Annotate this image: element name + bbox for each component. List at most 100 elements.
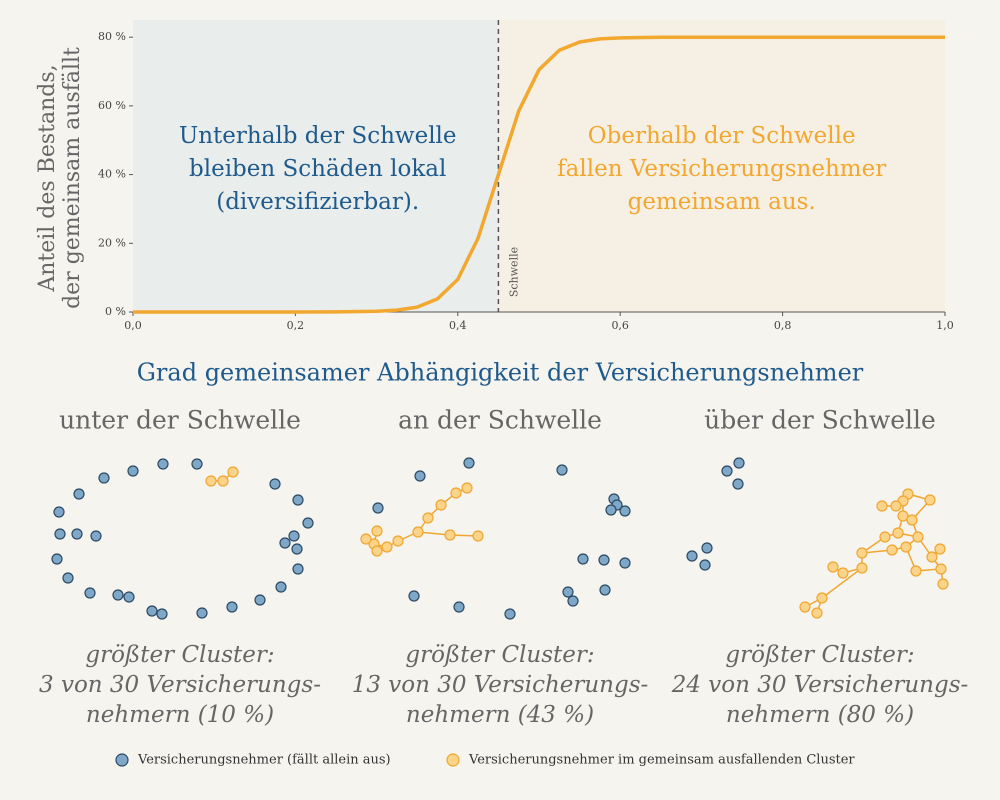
node-single	[619, 505, 631, 517]
panel-caption: größter Cluster:	[405, 642, 594, 668]
node-cluster	[435, 499, 447, 511]
node-single	[112, 589, 124, 601]
node-cluster	[912, 531, 924, 543]
node-cluster	[837, 567, 849, 579]
node-cluster	[934, 543, 946, 555]
node-single	[605, 504, 617, 516]
node-single	[196, 607, 208, 619]
node-cluster	[444, 529, 456, 541]
x-tick-label: 0,8	[774, 319, 792, 332]
curve	[133, 35, 945, 314]
node-cluster	[412, 526, 424, 538]
node-cluster	[910, 565, 922, 577]
node-single	[73, 488, 85, 500]
node-single	[733, 457, 745, 469]
node-cluster	[890, 500, 902, 512]
annotation: (diversifizierbar).	[216, 189, 419, 215]
node-cluster	[371, 525, 383, 537]
node-cluster	[897, 510, 909, 522]
panel-caption: 13 von 30 Versicherungs-	[352, 672, 649, 698]
node-cluster	[371, 545, 383, 557]
node-cluster	[799, 601, 811, 613]
node-single	[414, 470, 426, 482]
legend-marker	[446, 753, 460, 767]
panel-caption: größter Cluster:	[725, 642, 914, 668]
node-cluster	[900, 541, 912, 553]
node-cluster	[856, 562, 868, 574]
node-cluster	[935, 563, 947, 575]
node-single	[292, 563, 304, 575]
panel-caption: nehmern (10 %)	[86, 702, 274, 728]
node-single	[292, 494, 304, 506]
node-single	[275, 581, 287, 593]
node-single	[302, 517, 314, 529]
node-cluster	[422, 512, 434, 524]
panel-caption: nehmern (80 %)	[726, 702, 914, 728]
node-cluster	[876, 500, 888, 512]
node-single	[504, 608, 516, 620]
node-cluster	[827, 561, 839, 573]
y-tick-label: 80 %	[98, 30, 126, 43]
node-cluster	[811, 607, 823, 619]
node-single	[599, 584, 611, 596]
x-tick-label: 0,6	[611, 319, 629, 332]
node-single	[408, 590, 420, 602]
panel-caption: 3 von 30 Versicherungs-	[39, 672, 321, 698]
node-cluster	[381, 541, 393, 553]
node-single	[699, 559, 711, 571]
node-single	[372, 502, 384, 514]
node-single	[127, 465, 139, 477]
node-single	[577, 553, 589, 565]
node-single	[51, 553, 63, 565]
panel-caption: 24 von 30 Versicherungs-	[671, 672, 969, 698]
threshold-label: Schwelle	[507, 247, 520, 297]
node-single	[619, 557, 631, 569]
node-single	[254, 594, 266, 606]
cluster-edge	[821, 567, 863, 599]
node-single	[279, 537, 291, 549]
annotation: fallen Versicherungsnehmer	[557, 156, 886, 182]
panel-title: an der Schwelle	[398, 406, 602, 435]
annotation: bleiben Schäden lokal	[189, 156, 446, 182]
node-single	[269, 478, 281, 490]
node-single	[291, 543, 303, 555]
node-single	[686, 550, 698, 562]
node-single	[157, 458, 169, 470]
region-above	[498, 20, 945, 312]
panel-caption: größter Cluster:	[85, 642, 274, 668]
node-single	[146, 605, 158, 617]
annotation: Oberhalb der Schwelle	[588, 123, 856, 149]
node-single	[84, 587, 96, 599]
node-cluster	[392, 535, 404, 547]
panel-title: über der Schwelle	[704, 406, 936, 435]
y-axis-label: Anteil des Bestands,	[35, 64, 60, 292]
node-cluster	[205, 475, 217, 487]
node-cluster	[450, 487, 462, 499]
node-cluster	[360, 533, 372, 545]
x-tick-label: 1,0	[936, 319, 954, 332]
node-single	[54, 528, 66, 540]
node-cluster	[906, 514, 918, 526]
y-tick-label: 20 %	[98, 236, 126, 249]
node-cluster	[879, 531, 891, 543]
node-single	[226, 601, 238, 613]
node-single	[53, 506, 65, 518]
node-cluster	[924, 494, 936, 506]
region-below	[133, 20, 499, 312]
y-axis-label: der gemeinsam ausfällt	[60, 47, 85, 309]
node-cluster	[892, 527, 904, 539]
legend-label: Versicherungsnehmer im gemeinsam ausfall…	[468, 753, 855, 768]
node-single	[567, 595, 579, 607]
x-tick-label: 0,2	[287, 319, 305, 332]
node-cluster	[472, 530, 484, 542]
node-single	[556, 464, 568, 476]
node-cluster	[926, 551, 938, 563]
node-cluster	[856, 547, 868, 559]
node-cluster	[886, 544, 898, 556]
node-single	[598, 554, 610, 566]
node-single	[453, 601, 465, 613]
panel-caption: nehmern (43 %)	[406, 702, 594, 728]
node-single	[62, 572, 74, 584]
node-single	[71, 528, 83, 540]
